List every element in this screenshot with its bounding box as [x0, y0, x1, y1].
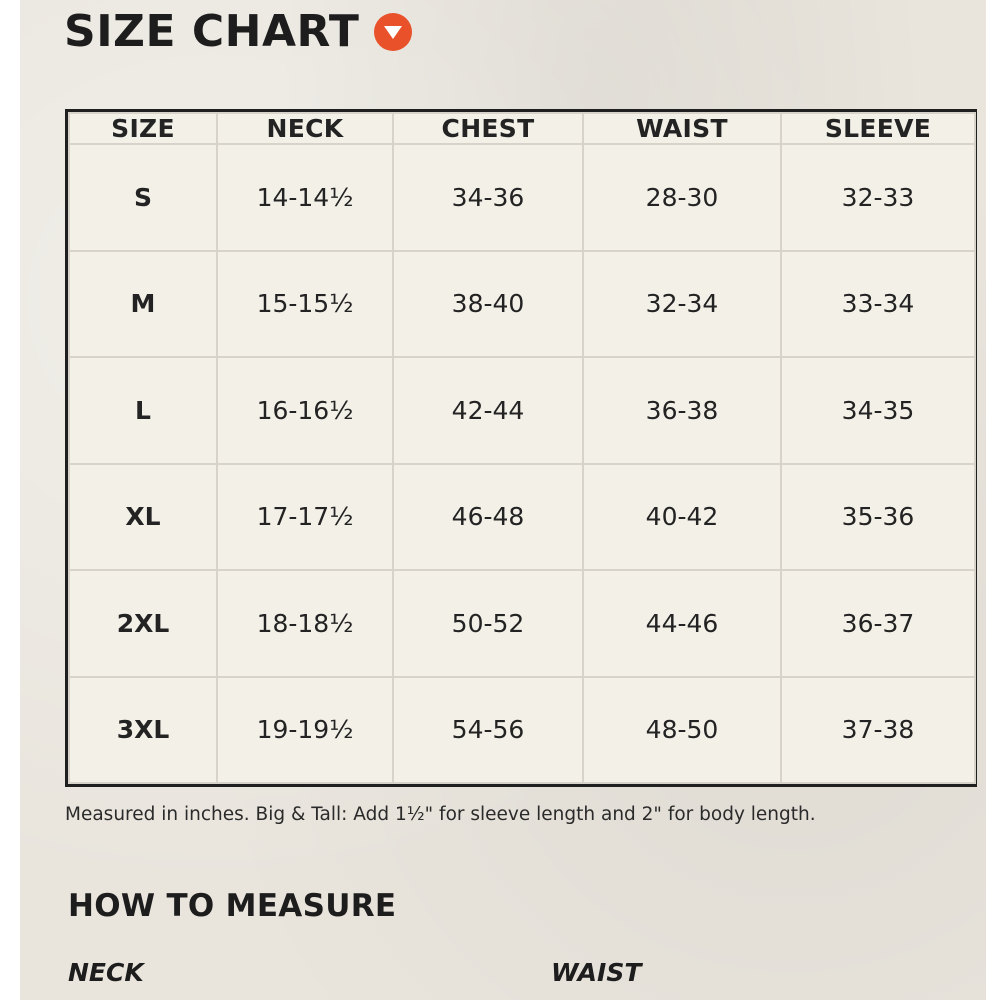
- table-row: 3XL 19-19½ 54-56 48-50 37-38: [68, 675, 976, 784]
- column-header-neck: NECK: [216, 112, 394, 145]
- table-row: S 14-14½ 34-36 28-30 32-33: [68, 143, 976, 252]
- size-cell: L: [68, 356, 218, 465]
- table-row: 2XL 18-18½ 50-52 44-46 36-37: [68, 569, 976, 678]
- waist-cell: 48-50: [582, 675, 782, 784]
- measure-item-waist: WAIST: [551, 958, 642, 987]
- sleeve-cell: 35-36: [780, 462, 976, 571]
- sleeve-cell: 34-35: [780, 356, 976, 465]
- sleeve-cell: 32-33: [780, 143, 976, 252]
- table-row: M 15-15½ 38-40 32-34 33-34: [68, 249, 976, 358]
- waist-cell: 32-34: [582, 249, 782, 358]
- chest-cell: 38-40: [392, 249, 584, 358]
- size-cell: S: [68, 143, 218, 252]
- chest-cell: 34-36: [392, 143, 584, 252]
- sleeve-cell: 37-38: [780, 675, 976, 784]
- neck-cell: 14-14½: [216, 143, 394, 252]
- neck-cell: 18-18½: [216, 569, 394, 678]
- waist-cell: 28-30: [582, 143, 782, 252]
- sleeve-cell: 36-37: [780, 569, 976, 678]
- title-row: SIZE CHART: [64, 4, 413, 60]
- column-header-waist: WAIST: [582, 112, 782, 145]
- neck-cell: 16-16½: [216, 356, 394, 465]
- size-cell: M: [68, 249, 218, 358]
- waist-cell: 44-46: [582, 569, 782, 678]
- page-background: SIZE CHART SIZE NECK CHEST WAIS: [20, 0, 986, 1000]
- size-cell: 3XL: [68, 675, 218, 784]
- size-cell: 2XL: [68, 569, 218, 678]
- measurement-note: Measured in inches. Big & Tall: Add 1½" …: [65, 804, 816, 825]
- column-header-size: SIZE: [68, 112, 218, 145]
- size-cell: XL: [68, 462, 218, 571]
- column-header-sleeve: SLEEVE: [780, 112, 976, 145]
- neck-cell: 15-15½: [216, 249, 394, 358]
- waist-cell: 36-38: [582, 356, 782, 465]
- neck-cell: 19-19½: [216, 675, 394, 784]
- sleeve-cell: 33-34: [780, 249, 976, 358]
- chest-cell: 54-56: [392, 675, 584, 784]
- column-header-chest: CHEST: [392, 112, 584, 145]
- table-row: L 16-16½ 42-44 36-38 34-35: [68, 356, 976, 465]
- table-header-row: SIZE NECK CHEST WAIST SLEEVE: [68, 112, 976, 145]
- chest-cell: 50-52: [392, 569, 584, 678]
- table-row: XL 17-17½ 46-48 40-42 35-36: [68, 462, 976, 571]
- measure-item-neck: NECK: [68, 958, 144, 987]
- chevron-down-circle-icon[interactable]: [373, 12, 413, 52]
- neck-cell: 17-17½: [216, 462, 394, 571]
- chest-cell: 42-44: [392, 356, 584, 465]
- page-title: SIZE CHART: [64, 6, 360, 57]
- how-to-measure-heading: HOW TO MEASURE: [68, 888, 397, 924]
- size-table: SIZE NECK CHEST WAIST SLEEVE S 14-14½ 34…: [65, 109, 977, 787]
- waist-cell: 40-42: [582, 462, 782, 571]
- chest-cell: 46-48: [392, 462, 584, 571]
